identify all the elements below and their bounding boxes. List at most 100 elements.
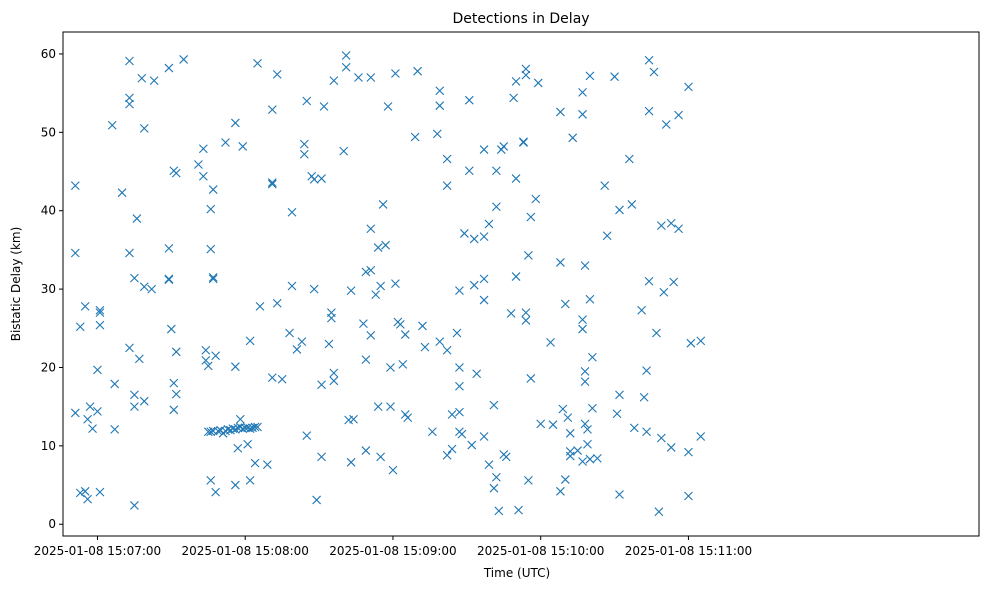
- data-point: [479, 432, 489, 441]
- data-point: [381, 240, 390, 250]
- data-point: [469, 234, 479, 244]
- data-point: [262, 460, 272, 470]
- data-point: [452, 328, 462, 338]
- data-point: [233, 443, 243, 453]
- data-point: [366, 265, 376, 275]
- data-point: [427, 427, 437, 437]
- data-point: [250, 458, 260, 468]
- y-tick-label: 30: [41, 282, 56, 296]
- data-point: [206, 204, 216, 214]
- data-point: [292, 345, 302, 354]
- data-point: [329, 376, 339, 386]
- data-point: [585, 71, 595, 81]
- data-point: [230, 118, 240, 128]
- data-point: [206, 244, 216, 254]
- data-point: [578, 457, 587, 466]
- data-point: [489, 400, 499, 410]
- x-tick-label: 2025-01-08 15:09:00: [329, 544, 456, 558]
- data-point: [206, 427, 216, 437]
- data-point: [455, 381, 464, 391]
- data-point: [349, 414, 358, 424]
- data-point: [230, 362, 240, 372]
- data-point: [125, 248, 134, 258]
- data-point: [565, 451, 575, 461]
- data-point: [171, 168, 181, 178]
- data-point: [70, 181, 80, 191]
- data-point: [521, 70, 531, 80]
- data-point: [526, 212, 536, 222]
- data-point: [563, 413, 573, 423]
- data-point: [267, 178, 277, 187]
- data-point: [164, 243, 174, 253]
- data-point: [169, 378, 179, 388]
- data-point: [455, 286, 464, 296]
- data-point: [95, 320, 105, 330]
- data-point: [585, 294, 595, 304]
- data-point: [287, 281, 297, 291]
- data-point: [639, 392, 649, 402]
- chart-title: Detections in Delay: [452, 11, 589, 27]
- data-point: [629, 423, 639, 433]
- data-point: [509, 93, 519, 103]
- data-point: [88, 424, 97, 434]
- data-point: [602, 231, 612, 241]
- x-axis-label: Time (UTC): [483, 566, 550, 580]
- data-point: [403, 413, 413, 423]
- data-point: [110, 425, 120, 434]
- data-point: [580, 261, 590, 270]
- data-point: [560, 475, 570, 484]
- x-tick-label: 2025-01-08 15:07:00: [34, 544, 161, 558]
- data-point: [442, 181, 452, 191]
- data-point: [317, 174, 326, 183]
- data-point: [642, 366, 651, 376]
- data-point: [666, 443, 676, 452]
- data-point: [208, 272, 218, 282]
- data-point: [580, 419, 590, 429]
- data-point: [134, 354, 144, 364]
- data-point: [366, 224, 376, 234]
- data-point: [521, 64, 531, 74]
- data-point: [164, 274, 174, 284]
- data-point: [531, 194, 541, 204]
- data-point: [341, 51, 351, 60]
- y-axis-label: Bistatic Delay (km): [9, 227, 23, 342]
- x-tick-label: 2025-01-08 15:08:00: [181, 544, 308, 558]
- data-point: [75, 322, 85, 332]
- data-point: [83, 414, 93, 424]
- data-point: [147, 284, 157, 294]
- data-point: [432, 129, 442, 139]
- data-point: [464, 166, 474, 176]
- data-point: [654, 507, 664, 517]
- data-point: [329, 368, 339, 378]
- data-point: [556, 107, 565, 117]
- data-point: [656, 221, 666, 230]
- data-point: [361, 446, 371, 455]
- data-point: [637, 305, 647, 315]
- data-point: [418, 321, 427, 331]
- data-point: [130, 390, 139, 400]
- data-point: [391, 279, 400, 288]
- data-point: [491, 166, 501, 176]
- data-point: [580, 377, 590, 386]
- data-point: [361, 267, 371, 277]
- data-point: [459, 229, 469, 238]
- data-point: [661, 120, 671, 129]
- data-point: [317, 452, 326, 462]
- data-point: [435, 101, 445, 111]
- data-point: [164, 63, 174, 73]
- data-points: [70, 51, 706, 517]
- data-point: [171, 389, 181, 399]
- data-point: [213, 426, 223, 436]
- data-point: [652, 328, 661, 338]
- data-point: [166, 324, 176, 334]
- data-point: [203, 361, 213, 371]
- data-point: [391, 69, 400, 78]
- plot-frame: [62, 31, 980, 537]
- data-point: [376, 281, 386, 291]
- data-point: [442, 450, 452, 460]
- data-point: [302, 96, 312, 106]
- data-point: [211, 351, 221, 361]
- data-point: [624, 154, 634, 164]
- data-point: [479, 145, 489, 154]
- plot-area: [62, 31, 980, 537]
